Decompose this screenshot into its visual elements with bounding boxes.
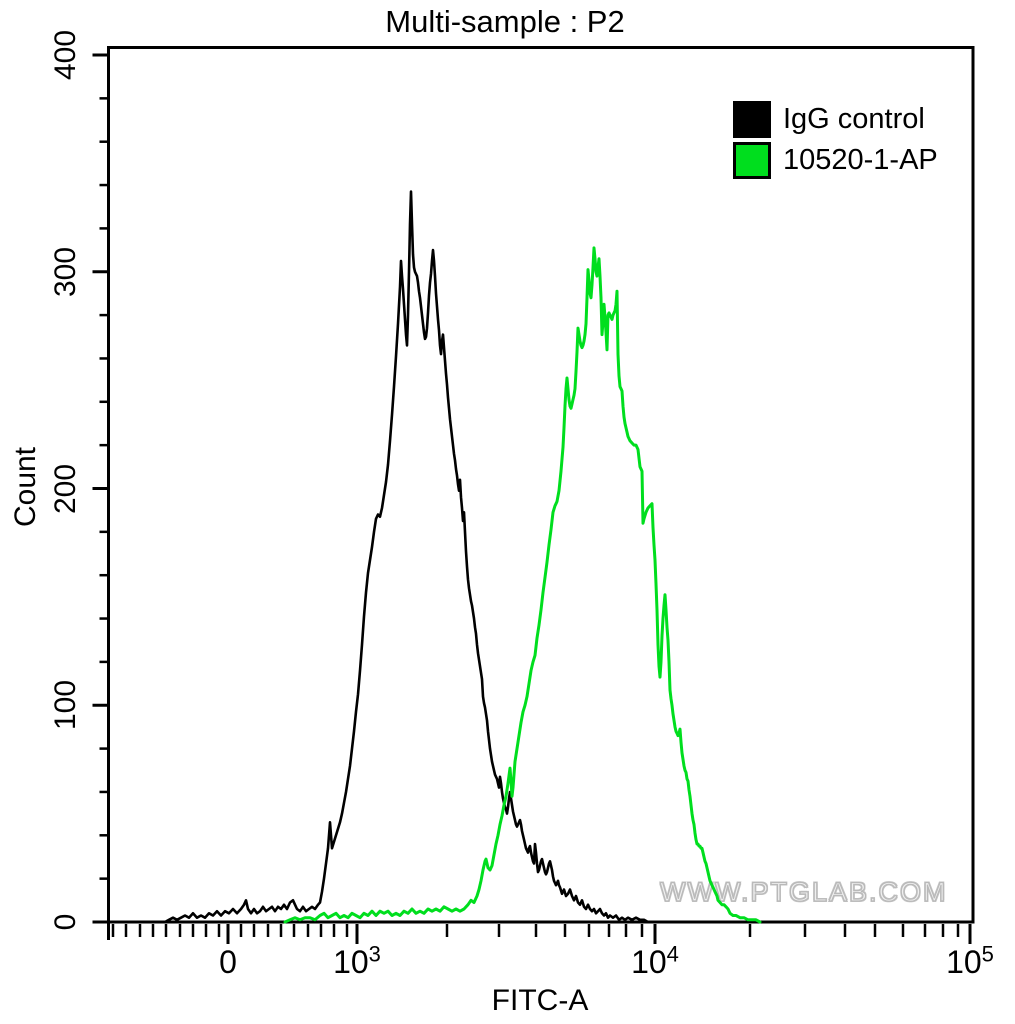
x-tick-label: 105 [946, 941, 994, 980]
y-tick-label: 100 [49, 680, 82, 731]
y-tick-label: 300 [49, 246, 82, 297]
plot-frame [107, 46, 975, 924]
x-tick-label: 103 [333, 941, 381, 980]
watermark: WWW.PTGLAB.COM [659, 876, 948, 907]
x-tick-label: 0 [219, 944, 237, 980]
legend-label: 10520-1-AP [783, 144, 938, 176]
curve-10520-1-ap [283, 246, 762, 924]
legend-item-igg-control: IgG control [733, 100, 938, 138]
chart-title: Multi-sample : P2 [385, 4, 625, 39]
y-axis-label: Count [9, 446, 42, 528]
y-tick-label: 400 [49, 29, 82, 81]
y-tick-label: 200 [49, 463, 82, 514]
curve-igg-control [163, 190, 650, 924]
legend-item-antibody: 10520-1-AP [733, 141, 938, 179]
antibody-swatch [733, 141, 771, 179]
legend: IgG control 10520-1-AP [733, 100, 938, 182]
y-tick-label: 0 [49, 913, 82, 931]
x-tick-label: 104 [631, 941, 679, 980]
legend-label: IgG control [783, 103, 925, 135]
igg-control-swatch [733, 100, 771, 138]
x-axis-label: FITC-A [491, 984, 589, 1017]
